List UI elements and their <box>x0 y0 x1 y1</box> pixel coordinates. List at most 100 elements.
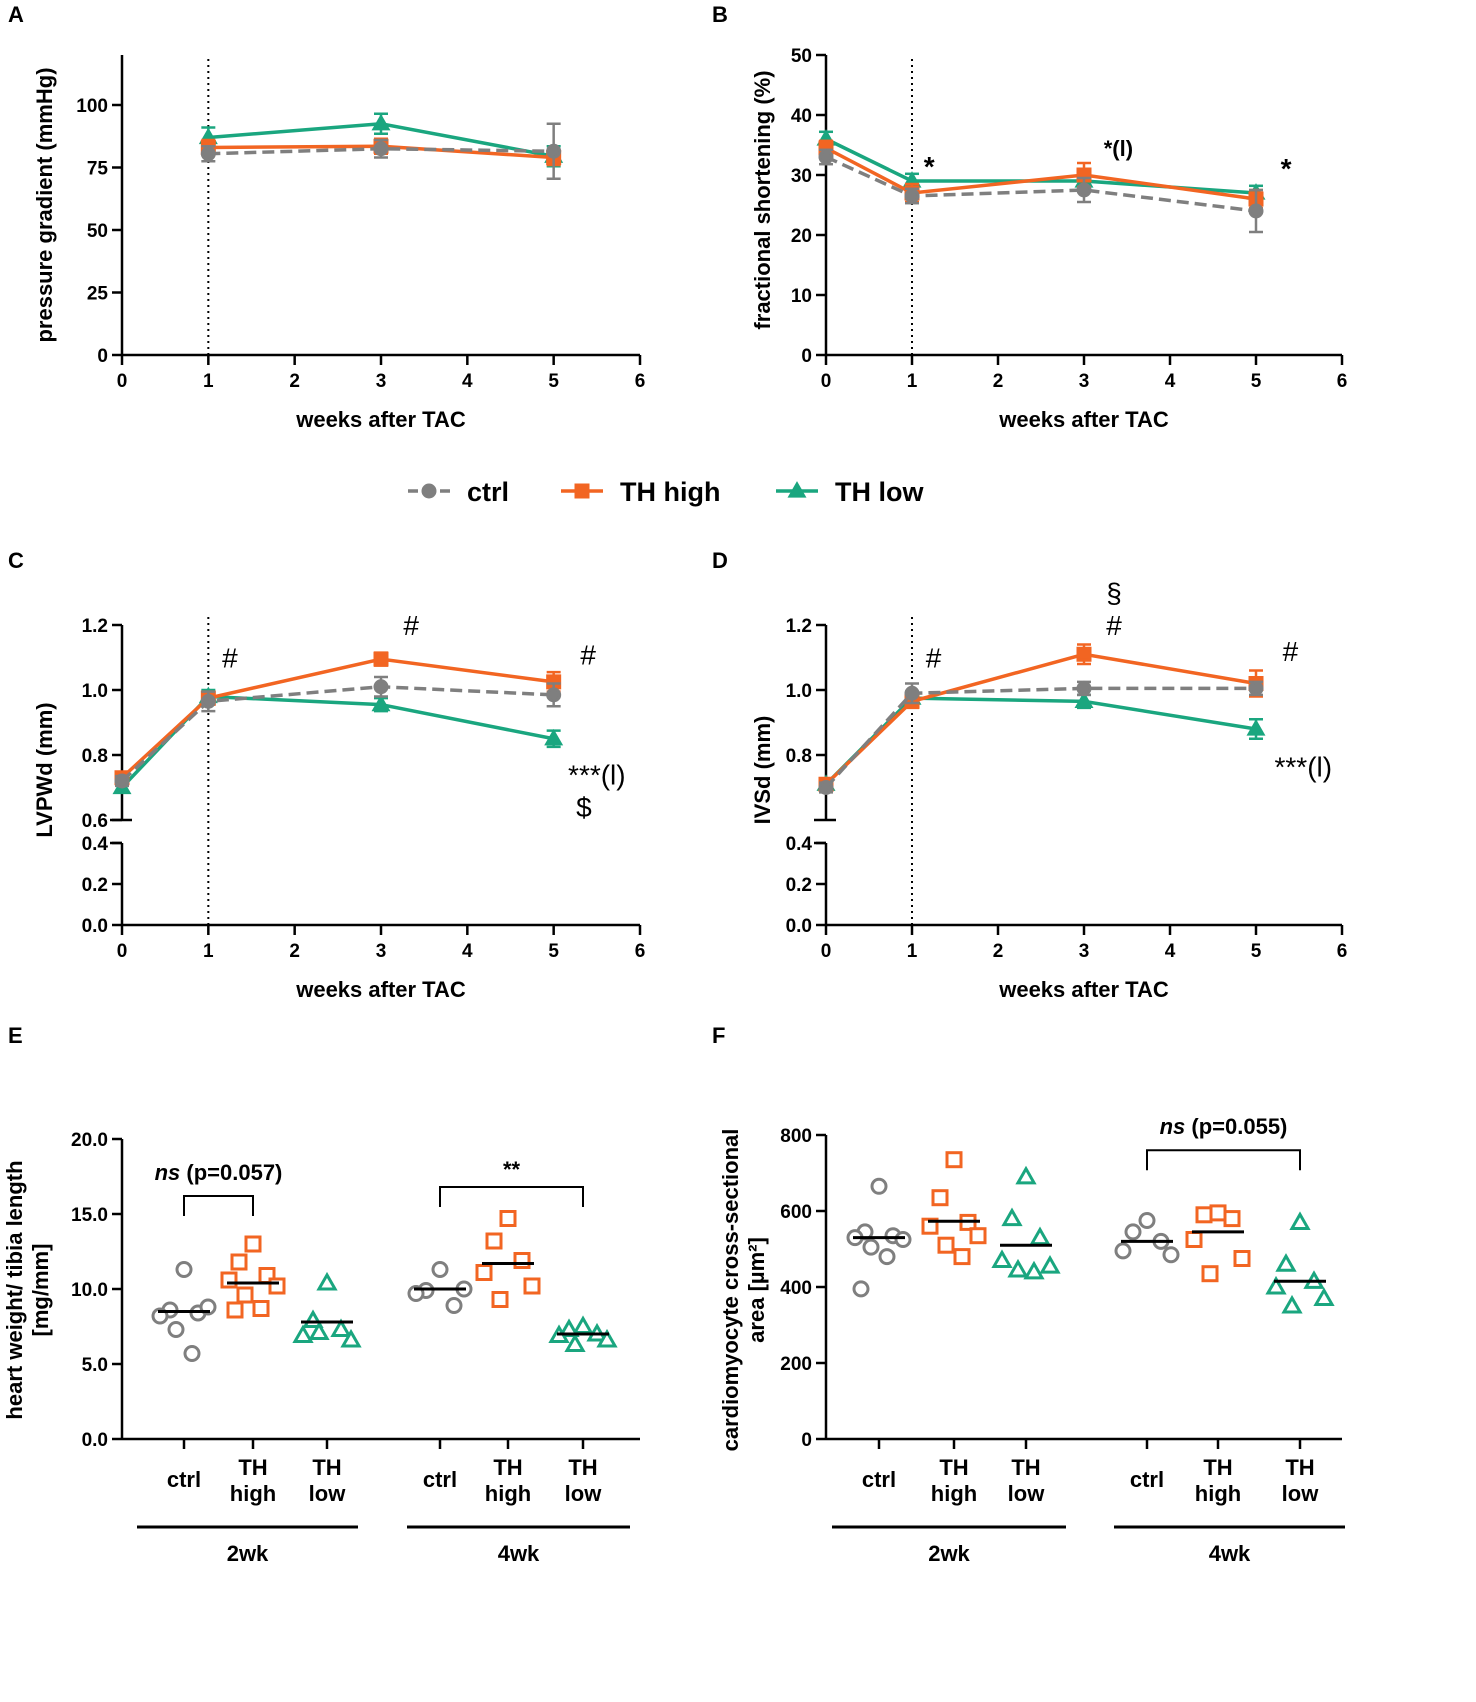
group-label: ctrl <box>167 1467 201 1492</box>
y-axis-title: cardiomyocyte cross-sectional <box>718 1129 743 1452</box>
y-tick-label: 0.0 <box>82 916 108 937</box>
data-point-ctrl <box>1124 1223 1142 1241</box>
y-tick-label: 0.2 <box>786 875 812 896</box>
legend-marker-low <box>787 481 807 498</box>
data-point-high <box>491 1291 509 1308</box>
y-tick-label: 0.2 <box>82 875 108 896</box>
y-tick-label: 0.4 <box>786 834 813 855</box>
significance-annotation: # <box>1106 610 1122 641</box>
data-point-high <box>1185 1231 1203 1248</box>
x-axis-title: weeks after TAC <box>998 977 1169 1002</box>
x-tick-label: 1 <box>203 941 214 962</box>
group-label: ctrl <box>862 1467 896 1492</box>
y-tick-label: 100 <box>76 96 108 117</box>
data-point-high <box>969 1227 987 1245</box>
data-point-low <box>1246 719 1266 736</box>
data-point-ctrl <box>445 1297 463 1314</box>
panel-label: E <box>8 1023 23 1048</box>
data-point-high <box>931 1189 949 1207</box>
group-label: TH <box>1011 1455 1040 1480</box>
data-point-ctrl <box>904 685 920 701</box>
x-tick-label: 2 <box>993 941 1004 962</box>
group-label: TH <box>312 1455 341 1480</box>
data-point-high <box>220 1271 238 1289</box>
y-tick-label: 600 <box>780 1202 812 1223</box>
legend-marker-ctrl <box>421 483 437 499</box>
y-tick-label: 15.0 <box>71 1205 108 1226</box>
data-point-low <box>544 728 564 746</box>
data-point-high <box>937 1236 955 1254</box>
legend-marker-high <box>574 483 590 499</box>
data-point-high <box>1233 1250 1251 1267</box>
data-point-high <box>523 1277 541 1295</box>
y-tick-label: 0.8 <box>82 746 108 767</box>
group-label: low <box>1282 1481 1320 1506</box>
panel-label: B <box>712 2 728 27</box>
y-tick-label: 200 <box>780 1354 812 1375</box>
x-axis-title: weeks after TAC <box>998 407 1169 432</box>
group-label: TH <box>238 1455 267 1480</box>
y-tick-label: 20.0 <box>71 1130 108 1151</box>
x-tick-label: 4 <box>462 371 473 392</box>
data-point-ctrl <box>1138 1212 1156 1229</box>
data-point-low <box>991 1249 1013 1268</box>
data-point-ctrl <box>200 693 216 709</box>
data-point-ctrl <box>894 1231 912 1248</box>
y-tick-label: 800 <box>780 1126 812 1147</box>
y-tick-label: 50 <box>791 46 812 67</box>
series-line-high <box>120 657 554 780</box>
significance-annotation: ***(l) <box>568 760 626 791</box>
x-tick-label: 5 <box>548 371 559 392</box>
y-tick-label: 0.4 <box>82 834 109 855</box>
data-point-ctrl <box>183 1345 201 1362</box>
panel-label: A <box>8 2 24 27</box>
data-point-low <box>316 1271 338 1291</box>
x-tick-label: 5 <box>548 941 559 962</box>
x-tick-label: 0 <box>821 371 832 392</box>
x-tick-label: 0 <box>117 941 128 962</box>
data-point-low <box>596 1328 618 1348</box>
y-tick-label: 20 <box>791 226 812 247</box>
series-line-ctrl <box>120 684 554 783</box>
data-point-high <box>945 1151 963 1169</box>
significance-annotation: § <box>1106 578 1122 609</box>
data-point-ctrl <box>1114 1242 1132 1260</box>
chart-panel-c: C 0.6 0.8 1.0 1.2 0.0 0.2 0.4 0 1 2 3 4 5 6 weeks after… <box>8 548 645 1002</box>
significance-bracket <box>439 1186 584 1207</box>
data-point-high <box>499 1210 517 1227</box>
data-point-high <box>1076 646 1092 662</box>
significance-annotation: * <box>1281 153 1292 184</box>
series-line-low <box>825 137 1257 195</box>
data-point-high <box>230 1253 248 1271</box>
x-axis-title: weeks after TAC <box>295 407 466 432</box>
data-point-low <box>1023 1260 1045 1280</box>
x-tick-label: 0 <box>821 941 832 962</box>
data-point-low <box>371 694 391 712</box>
group-label: low <box>565 1481 603 1506</box>
data-point-low <box>558 1318 580 1338</box>
data-point-high <box>252 1300 270 1317</box>
significance-annotation: ***(l) <box>1275 751 1333 782</box>
x-tick-label: 1 <box>907 941 918 962</box>
group-label: TH <box>568 1455 597 1480</box>
panel-label: F <box>712 1023 725 1048</box>
panel-label: C <box>8 548 24 573</box>
chart-panel-f: F 0 200 400 600 800 cardiomyocyte cross-sectio… <box>712 1023 1345 1566</box>
y-axis-title: area [µm²] <box>744 1237 769 1343</box>
group-label: high <box>1195 1481 1241 1506</box>
timepoint-label: 2wk <box>928 1541 970 1566</box>
data-point-low <box>1265 1275 1287 1295</box>
data-point-ctrl <box>870 1177 888 1195</box>
x-tick-label: 3 <box>376 941 387 962</box>
x-tick-label: 2 <box>289 371 300 392</box>
data-point-ctrl <box>1248 203 1264 219</box>
data-point-ctrl <box>373 679 389 695</box>
significance-annotation: $ <box>576 792 592 823</box>
significance-annotation: # <box>222 643 238 674</box>
data-point-high <box>513 1252 531 1269</box>
x-tick-label: 5 <box>1251 371 1262 392</box>
data-point-low <box>1275 1253 1297 1272</box>
series-line-low <box>824 696 1257 786</box>
legend-label-low: TH low <box>835 477 924 507</box>
